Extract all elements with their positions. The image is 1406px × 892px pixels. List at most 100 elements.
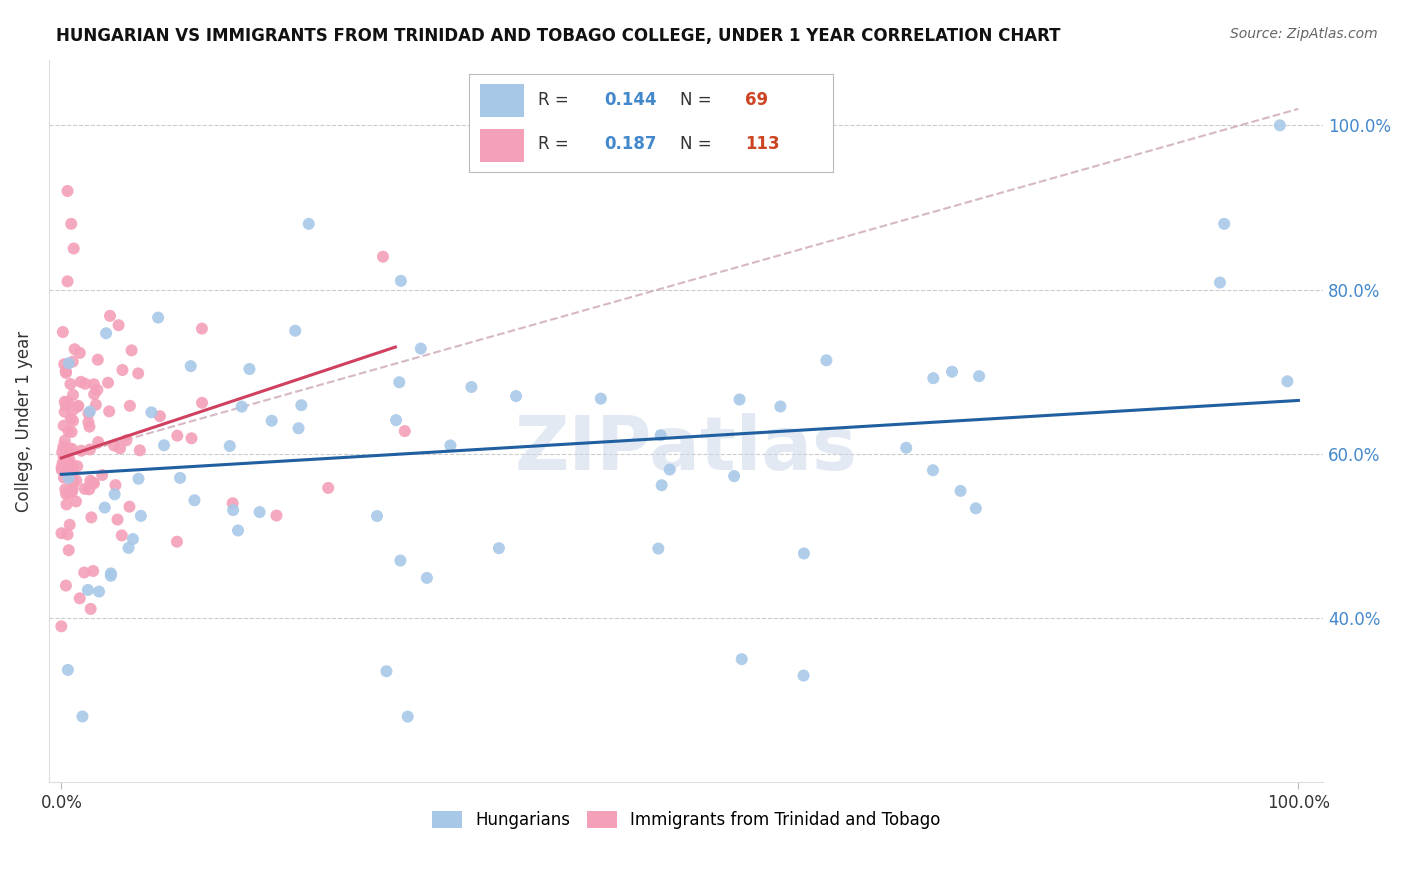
Point	[55, 398, 77, 412]
Point	[108, 442, 131, 456]
Point	[60, 217, 83, 231]
Point	[53, 458, 76, 473]
Point	[51, 526, 73, 541]
Legend: Hungarians, Immigrants from Trinidad and Tobago: Hungarians, Immigrants from Trinidad and…	[425, 804, 948, 836]
Point	[63, 343, 86, 357]
Point	[56, 395, 79, 409]
Point	[55, 460, 77, 475]
Text: ZIPatlas: ZIPatlas	[515, 413, 858, 486]
Point	[52, 440, 75, 454]
Point	[65, 474, 87, 488]
Point	[53, 405, 76, 419]
Point	[53, 483, 76, 497]
Point	[218, 439, 240, 453]
Point	[723, 469, 745, 483]
Point	[728, 392, 751, 407]
Point	[66, 400, 89, 414]
Point	[107, 512, 129, 526]
Point	[922, 463, 945, 477]
Point	[1209, 276, 1232, 290]
Point	[104, 478, 127, 492]
Point	[128, 472, 150, 486]
Point	[122, 532, 145, 546]
Point	[1213, 217, 1236, 231]
Point	[91, 468, 114, 483]
Point	[82, 475, 104, 490]
Point	[111, 528, 134, 542]
Point	[100, 566, 122, 581]
Point	[59, 457, 82, 471]
Point	[389, 274, 412, 288]
Point	[79, 442, 101, 457]
Point	[51, 619, 73, 633]
Point	[51, 460, 73, 475]
Point	[153, 438, 176, 452]
Point	[460, 380, 482, 394]
Point	[409, 342, 432, 356]
Point	[59, 411, 82, 425]
Point	[58, 471, 80, 485]
Point	[180, 431, 202, 445]
Point	[79, 602, 101, 616]
Point	[121, 343, 143, 358]
Point	[284, 324, 307, 338]
Point	[79, 404, 101, 418]
Point	[62, 481, 84, 495]
Point	[118, 399, 141, 413]
Point	[127, 367, 149, 381]
Point	[77, 407, 100, 421]
Point	[965, 501, 987, 516]
Point	[896, 441, 918, 455]
Point	[58, 441, 80, 455]
Point	[62, 475, 84, 490]
Point	[53, 394, 76, 409]
Point	[84, 398, 107, 412]
Text: HUNGARIAN VS IMMIGRANTS FROM TRINIDAD AND TOBAGO COLLEGE, UNDER 1 YEAR CORRELATI: HUNGARIAN VS IMMIGRANTS FROM TRINIDAD AN…	[56, 27, 1060, 45]
Point	[416, 571, 439, 585]
Point	[79, 483, 101, 497]
Point	[104, 487, 127, 501]
Point	[58, 425, 80, 439]
Point	[298, 217, 321, 231]
Point	[79, 419, 101, 434]
Point	[731, 652, 754, 666]
Point	[58, 452, 80, 467]
Point	[73, 482, 96, 496]
Point	[100, 569, 122, 583]
Point	[117, 541, 139, 555]
Point	[769, 400, 792, 414]
Point	[505, 389, 527, 403]
Point	[52, 470, 75, 484]
Point	[371, 250, 394, 264]
Point	[191, 396, 214, 410]
Point	[226, 524, 249, 538]
Point	[316, 481, 339, 495]
Point	[56, 444, 79, 458]
Point	[180, 359, 202, 373]
Point	[287, 421, 309, 435]
Point	[56, 274, 79, 288]
Point	[70, 443, 93, 458]
Point	[80, 510, 103, 524]
Point	[949, 483, 972, 498]
Point	[58, 486, 80, 500]
Point	[69, 375, 91, 389]
Point	[56, 184, 79, 198]
Point	[59, 458, 82, 472]
Point	[115, 434, 138, 448]
Point	[815, 353, 838, 368]
Point	[86, 383, 108, 397]
Point	[650, 428, 672, 442]
Point	[77, 582, 100, 597]
Point	[385, 413, 408, 427]
Point	[658, 462, 681, 476]
Point	[58, 543, 80, 558]
Point	[62, 414, 84, 428]
Point	[62, 403, 84, 417]
Point	[266, 508, 288, 523]
Point	[231, 400, 253, 414]
Point	[941, 365, 963, 379]
Point	[77, 415, 100, 429]
Point	[107, 318, 129, 333]
Point	[249, 505, 271, 519]
